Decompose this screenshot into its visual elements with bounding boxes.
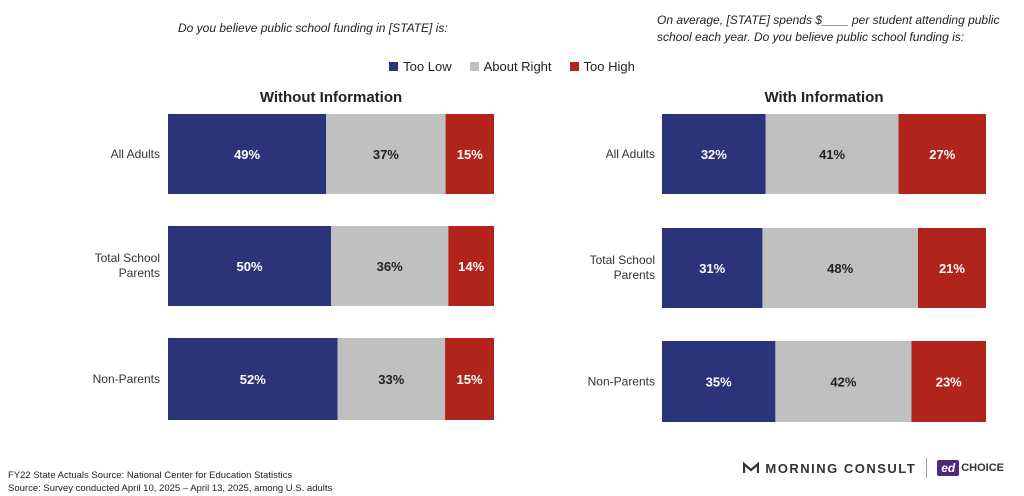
legend-label-too-high: Too High — [583, 59, 635, 74]
bar-without-non-parents-too-low — [168, 338, 338, 420]
bar-with-non-parents-too-high — [911, 341, 986, 422]
brand-logos: MORNING CONSULT ed CHOICE — [743, 458, 1004, 478]
bar-with-all-adults-too-low — [662, 114, 766, 194]
legend-swatch-too-high — [569, 62, 579, 71]
chart-without-information: All Adults 49% 37% 15% Total School Parents 50… — [93, 114, 494, 420]
panel-title-with-information: With Information — [764, 89, 884, 106]
category-label-with-all-adults: All Adults — [606, 147, 655, 161]
footnote-data-source: FY22 State Actuals Source: National Cent… — [8, 470, 293, 481]
edchoice-logo: ed CHOICE — [937, 460, 1004, 476]
legend: Too Low About Right Too High — [0, 59, 1024, 74]
legend-item-too-high: Too High — [569, 59, 635, 74]
bar-with-total-school-parents-about-right-label: 48% — [827, 261, 853, 276]
morning-consult-wordmark: MORNING CONSULT — [765, 460, 917, 476]
category-label-without-non-parents: Non-Parents — [93, 372, 160, 386]
legend-item-about-right: About Right — [469, 59, 552, 74]
bar-without-non-parents-too-high-label: 15% — [457, 372, 483, 387]
bar-without-total-school-parents-too-low — [168, 226, 331, 306]
morning-consult-mark-icon — [743, 462, 760, 473]
category-label-with-non-parents: Non-Parents — [588, 375, 655, 389]
bar-without-all-adults-about-right — [326, 114, 446, 194]
bar-without-non-parents-too-high — [445, 338, 494, 420]
question-right: On average, [STATE] spends $____ per stu… — [657, 13, 1000, 44]
bar-without-total-school-parents-too-high — [448, 226, 494, 306]
question-left: Do you believe public school funding in … — [178, 21, 448, 35]
category-label-with-total-school-parents: Total School Parents — [590, 253, 655, 282]
bar-with-all-adults-too-high-label: 27% — [929, 147, 955, 162]
bar-without-all-adults-too-low — [168, 114, 327, 194]
bar-without-all-adults-too-low-label: 49% — [234, 147, 260, 162]
bar-without-non-parents-about-right-label: 33% — [378, 372, 404, 387]
bar-without-non-parents-about-right — [337, 338, 446, 420]
bar-without-total-school-parents-too-low-label: 50% — [236, 259, 262, 274]
panel-title-without-information: Without Information — [259, 89, 403, 106]
bar-with-all-adults-about-right-label: 41% — [819, 147, 845, 162]
bar-with-total-school-parents-too-high — [917, 228, 986, 308]
bar-with-non-parents-about-right — [775, 341, 912, 422]
bar-with-total-school-parents-about-right — [762, 228, 918, 308]
bar-without-all-adults-about-right-label: 37% — [373, 147, 399, 162]
bar-with-non-parents-about-right-label: 42% — [830, 375, 856, 390]
legend-label-about-right: About Right — [483, 59, 552, 74]
chart-with-information: All Adults 32% 41% 27% Total School Parents 31… — [588, 114, 986, 422]
legend-swatch-about-right — [469, 62, 479, 71]
legend-item-too-low: Too Low — [389, 59, 452, 74]
bar-with-all-adults-too-low-label: 32% — [701, 147, 727, 162]
bar-without-total-school-parents-about-right — [331, 226, 449, 306]
bar-without-total-school-parents-too-high-label: 14% — [458, 259, 484, 274]
bar-without-non-parents-too-low-label: 52% — [240, 372, 266, 387]
brand-separator — [926, 458, 928, 478]
footnote-survey-source: Source: Survey conducted April 10, 2025 … — [8, 483, 333, 494]
category-label-without-all-adults: All Adults — [111, 147, 160, 161]
legend-swatch-too-low — [389, 62, 399, 71]
bar-with-total-school-parents-too-low-label: 31% — [699, 261, 725, 276]
bar-with-total-school-parents-too-low — [662, 228, 763, 308]
category-label-without-total-school-parents: Total School Parents — [95, 251, 160, 280]
bar-with-non-parents-too-high-label: 23% — [936, 375, 962, 390]
morning-consult-logo: MORNING CONSULT — [743, 461, 916, 476]
bar-with-total-school-parents-too-high-label: 21% — [939, 261, 965, 276]
edchoice-badge: ed — [937, 460, 960, 476]
bar-with-all-adults-about-right — [765, 114, 899, 194]
bar-with-all-adults-too-high — [898, 114, 986, 194]
bar-without-total-school-parents-about-right-label: 36% — [377, 259, 403, 274]
edchoice-wordmark: CHOICE — [961, 462, 1004, 474]
bar-without-all-adults-too-high — [445, 114, 494, 194]
bar-without-all-adults-too-high-label: 15% — [457, 147, 483, 162]
legend-label-too-low: Too Low — [403, 59, 452, 74]
bar-with-non-parents-too-low-label: 35% — [706, 375, 732, 390]
bar-with-non-parents-too-low — [662, 341, 776, 422]
